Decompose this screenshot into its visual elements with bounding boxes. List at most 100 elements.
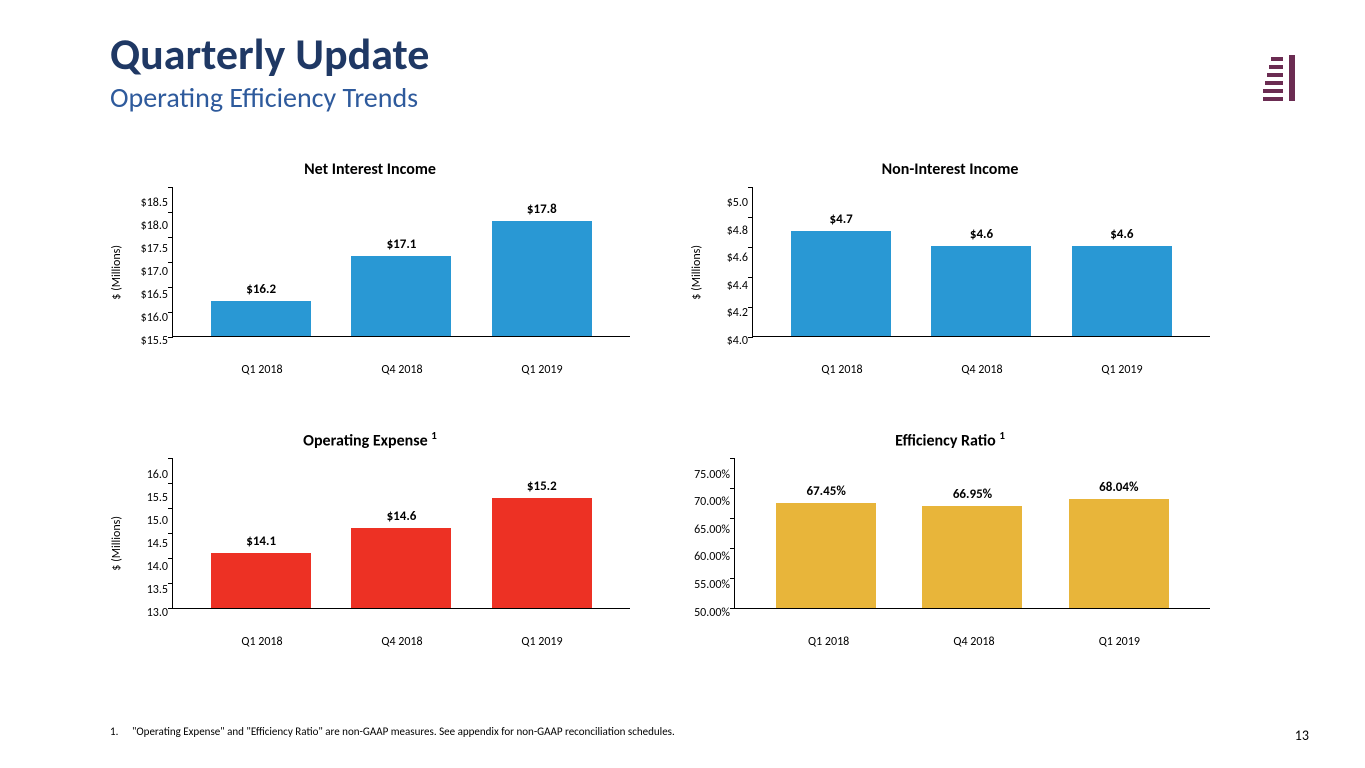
y-axis-label: $ (Millions) <box>110 516 124 571</box>
bar-value-label: $4.6 <box>970 227 993 242</box>
footnote-marker: 1. <box>110 725 118 738</box>
x-ticks: Q1 2018Q4 2018Q1 2019 <box>174 357 630 377</box>
y-tick-label: 13.0 <box>147 607 168 619</box>
chart-non_interest_income: Non-Interest Income$ (Millions)$5.0$4.8$… <box>690 160 1210 379</box>
y-tick-label: $4.2 <box>727 307 748 319</box>
y-tick-label: 14.5 <box>147 538 168 550</box>
y-tick-label: $16.0 <box>141 312 168 324</box>
bar <box>351 256 451 336</box>
x-tick-label: Q1 2018 <box>792 363 892 377</box>
logo-bars-icon <box>1263 57 1283 101</box>
bar-slot: $14.1 <box>211 534 311 608</box>
x-tick-label: Q1 2019 <box>1072 363 1172 377</box>
chart-title: Operating Expense 1 <box>110 429 630 450</box>
y-tick-label: $15.5 <box>141 335 168 347</box>
y-tick-label: $18.0 <box>141 220 168 232</box>
bar-slot: 68.04% <box>1069 480 1169 607</box>
bar-value-label: 66.95% <box>953 487 992 502</box>
bar-value-label: $14.6 <box>387 509 417 524</box>
y-tick-label: 75.00% <box>694 469 730 481</box>
logo-pipe-icon <box>1289 55 1295 101</box>
y-tick-label: 50.00% <box>694 607 730 619</box>
y-axis-label: $ (Millions) <box>110 245 124 300</box>
brand-logo <box>1263 55 1295 101</box>
bar-value-label: 68.04% <box>1099 480 1138 495</box>
footnote-superscript: 1 <box>431 429 437 442</box>
y-tick-label: $4.6 <box>727 252 748 264</box>
bar-slot: 66.95% <box>922 487 1022 608</box>
plot-area: $16.2 $17.1 $17.8 <box>172 187 630 337</box>
bar-slot: $17.8 <box>492 202 592 336</box>
bar-slot: $15.2 <box>492 479 592 608</box>
footnote: 1. "Operating Expense" and "Efficiency R… <box>110 721 675 740</box>
bar-slot: $17.1 <box>351 237 451 336</box>
page-number: 13 <box>1295 727 1309 744</box>
x-tick-label: Q1 2018 <box>212 635 312 649</box>
bar <box>492 498 592 608</box>
footnote-superscript: 1 <box>999 429 1005 442</box>
y-ticks: 16.0 15.5 15.0 14.5 14.0 13.5 13.0 <box>128 469 172 619</box>
bar <box>922 506 1022 608</box>
bar-value-label: $4.6 <box>1110 227 1133 242</box>
chart-title: Non-Interest Income <box>690 160 1210 179</box>
y-tick-label: $4.0 <box>727 335 748 347</box>
charts-grid: Net Interest Income$ (Millions)$18.5$18.… <box>110 160 1210 649</box>
y-tick-label: $17.5 <box>141 243 168 255</box>
bar-value-label: $16.2 <box>246 282 276 297</box>
x-tick-label: Q4 2018 <box>352 363 452 377</box>
bar-slot: $4.6 <box>1072 227 1172 336</box>
y-tick-label: 15.5 <box>147 492 168 504</box>
page-title: Quarterly Update <box>110 30 429 78</box>
y-tick-label: 15.0 <box>147 515 168 527</box>
chart-title: Efficiency Ratio 1 <box>690 429 1210 450</box>
bar-value-label: $15.2 <box>527 479 557 494</box>
y-ticks: $5.0 $4.8 $4.6 $4.4 $4.2 $4.0 <box>708 197 752 347</box>
y-ticks: 75.00%70.00%65.00%60.00%55.00%50.00% <box>690 469 734 619</box>
bar-slot: $16.2 <box>211 282 311 336</box>
chart-net_interest_income: Net Interest Income$ (Millions)$18.5$18.… <box>110 160 630 379</box>
bar-value-label: $14.1 <box>246 534 276 549</box>
y-tick-label: 13.5 <box>147 584 168 596</box>
bar-slot: $4.6 <box>931 227 1031 336</box>
chart-efficiency_ratio: Efficiency Ratio 175.00%70.00%65.00%60.0… <box>690 429 1210 648</box>
y-tick-label: 55.00% <box>694 579 730 591</box>
chart-title: Net Interest Income <box>110 160 630 179</box>
y-tick-label: 16.0 <box>147 469 168 481</box>
y-tick-label: $17.0 <box>141 266 168 278</box>
bar <box>776 503 876 608</box>
header: Quarterly Update Operating Efficiency Tr… <box>110 30 429 115</box>
x-tick-label: Q4 2018 <box>932 363 1032 377</box>
x-ticks: Q1 2018Q4 2018Q1 2019 <box>174 629 630 649</box>
x-tick-label: Q1 2019 <box>492 363 592 377</box>
bar <box>1069 499 1169 607</box>
bar-value-label: $17.1 <box>387 237 417 252</box>
y-ticks: $18.5$18.0$17.5$17.0$16.5$16.0$15.5 <box>128 197 172 347</box>
x-tick-label: Q1 2018 <box>779 635 879 649</box>
bar-value-label: $4.7 <box>830 212 853 227</box>
y-tick-label: $5.0 <box>727 197 748 209</box>
x-tick-label: Q4 2018 <box>352 635 452 649</box>
y-tick-label: 65.00% <box>694 524 730 536</box>
bar-value-label: $17.8 <box>527 202 557 217</box>
y-tick-label: 60.00% <box>694 551 730 563</box>
x-ticks: Q1 2018 Q4 2018 Q1 2019 <box>754 357 1210 377</box>
y-tick-label: $4.8 <box>727 225 748 237</box>
bar <box>1072 246 1172 336</box>
chart-operating_expense: Operating Expense 1$ (Millions)16.015.51… <box>110 429 630 648</box>
bar <box>351 528 451 608</box>
x-tick-label: Q1 2019 <box>1069 635 1169 649</box>
y-tick-label: 14.0 <box>147 561 168 573</box>
x-ticks: Q1 2018 Q4 2018 Q1 2019 <box>738 629 1210 649</box>
footnote-text: "Operating Expense" and "Efficiency Rati… <box>132 725 675 738</box>
page-subtitle: Operating Efficiency Trends <box>110 80 429 115</box>
x-tick-label: Q4 2018 <box>924 635 1024 649</box>
plot-area: $4.7 $4.6 $4.6 <box>752 187 1210 337</box>
bar <box>492 221 592 336</box>
bar-value-label: 67.45% <box>807 484 846 499</box>
bar <box>931 246 1031 336</box>
bar <box>211 301 311 336</box>
y-tick-label: $16.5 <box>141 289 168 301</box>
y-axis-label: $ (Millions) <box>690 245 704 300</box>
y-tick-label: $4.4 <box>727 280 748 292</box>
plot-area: 67.45% 66.95% 68.04% <box>734 459 1210 609</box>
